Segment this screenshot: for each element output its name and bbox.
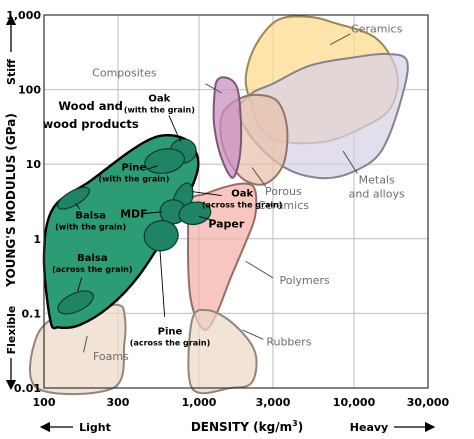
label-porous-ceramics: Porous Ceramics [258, 185, 310, 212]
leader-oak-with-the-grain [168, 115, 181, 142]
x-tick-label: 100 [33, 396, 56, 409]
leader-polymers [245, 260, 274, 279]
label-foams: Foams [93, 350, 129, 363]
y-tick-label: 100 [18, 84, 41, 97]
leader-porous-ceramics [251, 167, 267, 187]
label-ceramics: Ceramics [351, 22, 403, 35]
x-light-label: Light [79, 421, 111, 434]
y-stiff-label: Stiff [5, 59, 18, 85]
leader-balsa-across-the-grain [77, 277, 83, 292]
leader-balsa-with-the-grain [75, 202, 81, 210]
region-composites [212, 76, 243, 179]
x-tick-label: 30,000 [407, 396, 450, 409]
label-rubbers: Rubbers [266, 336, 311, 349]
y-tick-label: 1 [33, 233, 41, 246]
subregion-pine-across-the-grain [143, 220, 179, 252]
y-tick-label: 10 [26, 158, 42, 171]
material-regions [29, 15, 409, 396]
leader-mdf [146, 211, 163, 214]
leader-rubbers [242, 329, 264, 340]
axes: 100 300 1,000 3,000 10,000 30,0001,0001001010… [4, 9, 450, 434]
x-axis-title: DENSITY (kg/m3) [191, 419, 303, 434]
y-axis-title: YOUNG'S MODULUS (GPa) [4, 113, 18, 288]
label-paper: Paper [208, 218, 245, 231]
x-tick-label: 10,000 [333, 396, 376, 409]
label-composites: Composites [92, 66, 157, 79]
leader-pine-with-the-grain [146, 165, 158, 170]
leader-oak-across-the-grain [191, 191, 222, 196]
leader-paper [198, 215, 212, 221]
subregion-balsa-across-the-grain [57, 290, 94, 315]
subregion-balsa-with-the-grain [56, 186, 91, 210]
leader-composites [205, 83, 222, 94]
region-labels: Ceramics Metals and alloys Porous Ceramics Co… [43, 22, 405, 362]
label-balsa-with-the-grain: Balsa (with the grain) [55, 210, 126, 231]
x-heavy-label: Heavy [350, 421, 388, 434]
region-rubbers [187, 308, 258, 395]
label-polymers: Polymers [279, 274, 330, 287]
label-pine-across-the-grain: Pine (across the grain) [130, 326, 210, 347]
leader-metals-and-alloys [342, 150, 358, 174]
label-wood-and-wood-products: Wood and wood products [43, 99, 139, 131]
x-tick-label: 1,000 [182, 396, 217, 409]
x-tick-label: 3,000 [256, 396, 291, 409]
leader-pine-across-the-grain [159, 250, 166, 317]
leader-ceramics [329, 33, 351, 46]
label-mdf: MDF [120, 207, 148, 220]
leader-foams [83, 335, 88, 353]
label-oak-with-the-grain: Oak (with the grain) [124, 94, 195, 115]
label-oak-across-the-grain: Oak (across the grain) [202, 189, 282, 210]
x-tick-label: 300 [106, 396, 129, 409]
label-metals-and-alloys: Metals and alloys [349, 174, 405, 201]
label-balsa-across-the-grain: Balsa (across the grain) [52, 253, 132, 274]
y-tick-label: 0.01 [14, 382, 41, 395]
subregion-paper [178, 201, 212, 226]
y-tick-label: 0.1 [22, 307, 42, 320]
y-flexible-label: Flexible [5, 306, 18, 355]
plot-frame [43, 14, 429, 389]
label-pine-with-the-grain: Pine (with the grain) [98, 162, 169, 183]
